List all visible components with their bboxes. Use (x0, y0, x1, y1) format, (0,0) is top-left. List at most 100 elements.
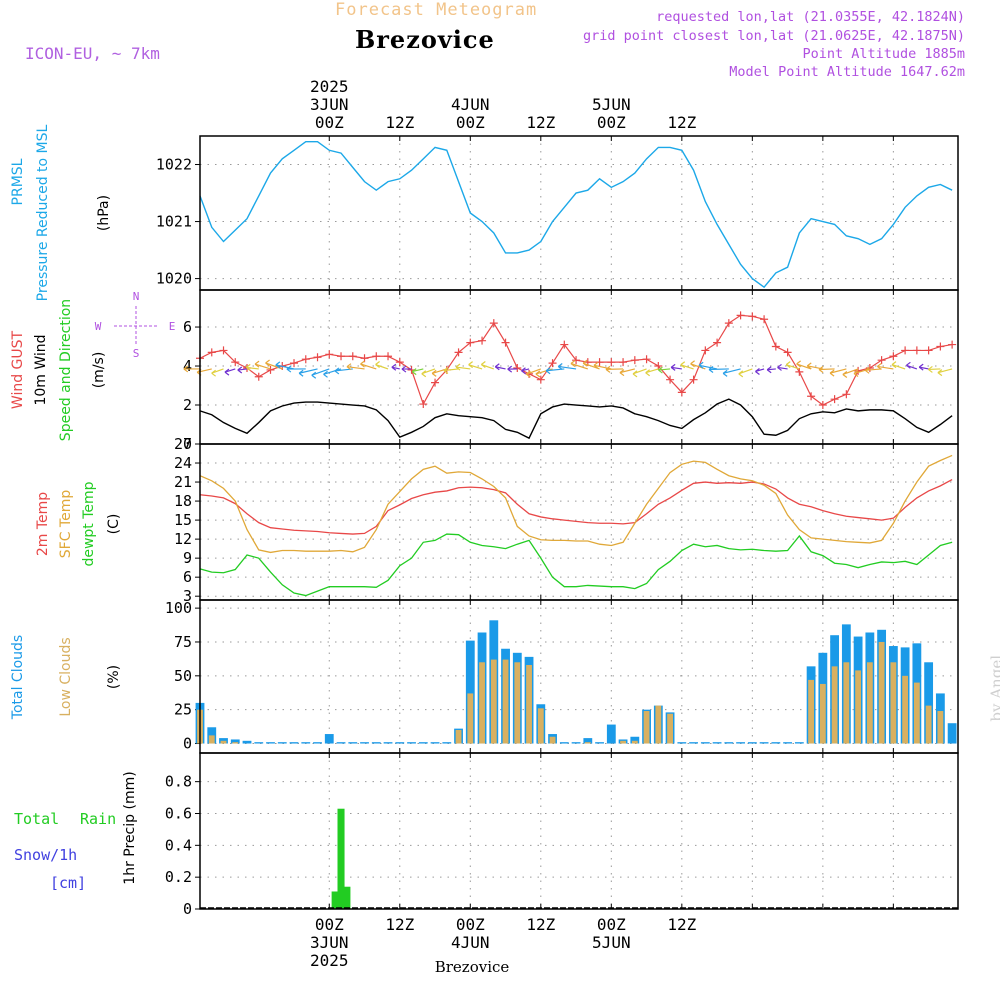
wind-arrow-head (298, 369, 304, 377)
wind-arrow-head (183, 365, 189, 373)
rain-bar (337, 808, 345, 909)
gust-marker (630, 356, 639, 365)
wind-arrow (535, 368, 553, 375)
low-cloud-bar (549, 736, 556, 744)
wind-arrow-head (605, 365, 611, 373)
low-cloud-bar (866, 662, 873, 744)
gust-marker (889, 352, 898, 361)
y-tick-label: 100 (165, 599, 192, 617)
info-grid-point: grid point closest lon,lat (21.0625E, 42… (582, 28, 965, 44)
wind-arrow-head (455, 363, 461, 371)
total-cloud-bar (559, 742, 569, 744)
gust-marker (325, 350, 334, 359)
y-tick-label: 0.4 (165, 836, 192, 854)
wind-arrow (738, 368, 753, 375)
low-cloud-bar (925, 705, 932, 744)
t2m-line (199, 478, 953, 535)
wind-arrow-head (708, 366, 714, 374)
bottom-time-label: 4JUN (451, 933, 490, 952)
wind-arrow-head (311, 371, 317, 379)
wind-arrow-head (401, 365, 407, 373)
gust-marker (337, 352, 346, 361)
pressure-unit: (hPa) (96, 195, 112, 231)
wind-arrow-head (796, 360, 802, 368)
y-tick-label: 0 (183, 900, 192, 918)
wind-arrow-head (323, 370, 328, 378)
wind-arrow-head (334, 367, 340, 375)
total-cloud-bar (689, 742, 698, 744)
wind-arrow-head (937, 369, 943, 377)
bottom-time-label: 12Z (526, 915, 555, 934)
top-time-label: 5JUN (592, 95, 631, 114)
compass-south: S (133, 347, 140, 360)
top-time-label: 12Z (385, 113, 414, 132)
total-cloud-bar (407, 742, 416, 744)
total-cloud-bar (301, 742, 311, 744)
wind-arrow-head (375, 361, 380, 369)
gust-marker (924, 346, 933, 355)
gust-marker (818, 401, 827, 410)
low-cloud-bar (855, 670, 862, 744)
wind-arrow (455, 366, 471, 370)
total-cloud-bar (630, 736, 640, 744)
bottom-time-label: 5JUN (592, 933, 631, 952)
gust-marker (607, 358, 616, 367)
wind-arrow (375, 363, 389, 370)
y-tick-label: 1022 (156, 156, 192, 174)
wind-arrow (237, 368, 248, 371)
gust-marker (760, 315, 769, 324)
gust-marker (771, 342, 780, 351)
wind-arrow-head (468, 361, 473, 369)
total-cloud-bar (289, 742, 299, 744)
gust-marker (560, 340, 569, 349)
wind-arrow-head (680, 361, 686, 369)
panel-frame-wind (199, 289, 959, 445)
gust-marker (254, 372, 263, 381)
precip-legend-total: Total (14, 810, 59, 828)
wind-arrow-head (876, 362, 882, 370)
precip-legend-unit: [cm] (50, 874, 86, 892)
sfc-temp-label: SFC Temp (58, 490, 74, 559)
wind-arrow-head (545, 367, 551, 375)
y-tick-label: 12 (174, 530, 192, 548)
total-cloud-bar (700, 742, 710, 744)
low-cloud-bar (631, 740, 638, 744)
low-cloud-bar (526, 664, 532, 744)
gust-marker (936, 342, 945, 351)
wind-arrow (246, 366, 259, 370)
wind-arrow-head (906, 361, 911, 369)
gust-marker (219, 346, 228, 355)
wind-arrow (842, 368, 859, 376)
wind-arrow-head (864, 366, 870, 374)
gust-marker (207, 348, 216, 357)
gust-marker (595, 358, 604, 367)
low-cloud-bar (890, 662, 897, 744)
wind-arrow-head (582, 359, 588, 367)
wind-arrow (558, 365, 577, 370)
bottom-time-label: 00Z (456, 915, 485, 934)
wind-arrow (777, 366, 788, 370)
total-cloud-bar (324, 734, 334, 744)
wind-label: 10m Wind (33, 334, 49, 405)
low-cloud-bar (208, 735, 215, 744)
bottom-time-label: 12Z (667, 915, 696, 934)
wind-arrow (891, 364, 906, 370)
y-tick-label: 24 (174, 454, 192, 472)
wind-arrow (443, 368, 459, 372)
total-cloud-bar (571, 742, 581, 744)
wind-arrow (421, 368, 436, 375)
gust-marker (536, 375, 545, 384)
wind-arrow (311, 368, 330, 376)
wind-arrow (224, 368, 236, 373)
wind-arrow-head (722, 369, 728, 377)
gust-marker (807, 392, 816, 401)
wind-arrow (211, 368, 224, 374)
total-cloud-bar (747, 742, 757, 744)
y-tick-label: 0.8 (165, 773, 192, 791)
y-tick-label: 21 (174, 473, 192, 491)
wind-arrow-head (670, 363, 676, 371)
gust-marker (466, 338, 475, 347)
wind-speed-line (199, 398, 953, 440)
wind-arrow-head (521, 367, 526, 375)
wind-arrow (495, 366, 506, 370)
